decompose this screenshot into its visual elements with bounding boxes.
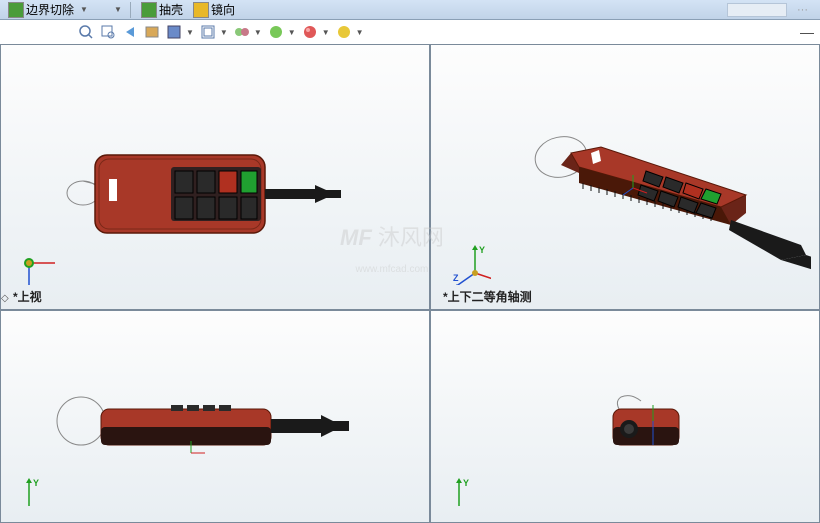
mirror-label: 镜向 (211, 1, 235, 18)
triad: X Y Z (451, 245, 491, 285)
model-top-view (61, 135, 351, 245)
dropdown-icon[interactable]: ▼ (356, 28, 364, 37)
viewport-top[interactable]: X Z ◇ *上视 (0, 44, 430, 310)
info-panel (727, 3, 787, 17)
zoom-fit-icon[interactable] (78, 24, 94, 40)
prev-view-icon[interactable] (122, 24, 138, 40)
svg-text:Y: Y (479, 245, 485, 255)
triad-partial: Y (445, 478, 485, 518)
dropdown-icon[interactable]: ▼ (322, 28, 330, 37)
svg-text:Y: Y (463, 478, 469, 488)
main-toolbar: 边界切除 ▼ ▼ 抽壳 镜向 ··· (0, 0, 820, 20)
dropdown-icon[interactable]: ▼ (254, 28, 262, 37)
mirror-button[interactable]: 镜向 (189, 0, 239, 19)
display-style-icon[interactable] (200, 24, 216, 40)
shell-label: 抽壳 (159, 1, 183, 18)
svg-text:Y: Y (33, 478, 39, 488)
mirror-icon (193, 2, 209, 18)
dropdown-icon[interactable]: ▼ (220, 28, 228, 37)
scene-icon[interactable] (268, 24, 284, 40)
viewport-isometric[interactable]: X Y Z *上下二等角轴测 (430, 44, 820, 310)
viewport-right[interactable]: Y (430, 310, 820, 523)
triad: X Z (15, 245, 55, 285)
svg-text:Z: Z (453, 273, 459, 283)
view-toolbar: ▼ ▼ ▼ ▼ ▼ ▼ (78, 20, 364, 44)
hide-show-icon[interactable] (234, 24, 250, 40)
shell-button[interactable]: 抽壳 (137, 0, 187, 19)
dropdown-icon[interactable]: ▼ (114, 5, 124, 14)
origin-triad (179, 441, 209, 465)
origin-triad (621, 173, 651, 203)
shell-icon (141, 2, 157, 18)
boundary-cut-label: 边界切除 (26, 1, 74, 18)
origin-triad (641, 405, 671, 449)
faded-menu: ··· (797, 4, 808, 16)
view-orient-icon[interactable] (166, 24, 182, 40)
viewport-label: *上下二等角轴测 (443, 288, 532, 305)
viewport-icon: ◇ (1, 293, 9, 304)
boundary-cut-button[interactable]: 边界切除 (4, 0, 78, 19)
boundary-cut-icon (8, 2, 24, 18)
dropdown-icon[interactable]: ▼ (186, 28, 194, 37)
viewport-area: X Z ◇ *上视 (0, 20, 820, 523)
dropdown-icon[interactable]: ▼ (80, 5, 90, 14)
dropdown-icon[interactable]: ▼ (288, 28, 296, 37)
appearance-icon[interactable] (302, 24, 318, 40)
render-icon[interactable] (336, 24, 352, 40)
section-icon[interactable] (144, 24, 160, 40)
viewport-label: *上视 (13, 288, 42, 305)
zoom-area-icon[interactable] (100, 24, 116, 40)
separator (130, 2, 131, 18)
triad-partial: Y (15, 478, 55, 518)
viewport-front[interactable]: Y (0, 310, 430, 523)
